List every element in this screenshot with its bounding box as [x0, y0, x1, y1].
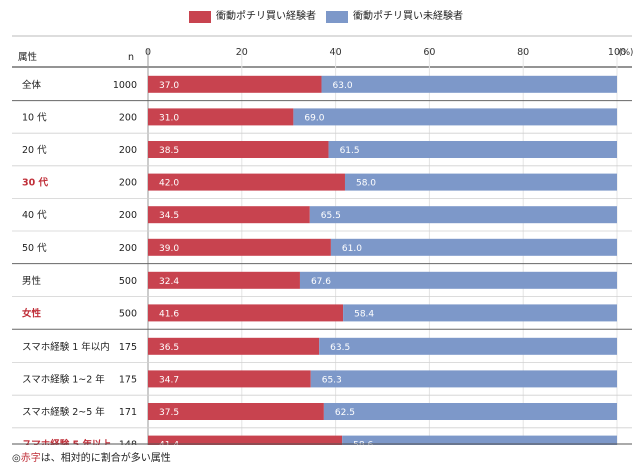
row-label: スマホ経験 2~5 年 — [22, 406, 105, 418]
legend-swatch-inexperienced — [326, 11, 348, 23]
data-label: 31.0 — [159, 113, 179, 123]
data-label: 62.5 — [335, 408, 355, 418]
bar-experienced — [148, 206, 310, 224]
bar-experienced — [148, 271, 300, 289]
bar-experienced — [148, 173, 345, 191]
row-label: 50 代 — [22, 243, 47, 254]
legend: 衝動ポチリ買い経験者 衝動ポチリ買い未経験者 — [0, 8, 640, 26]
data-label: 37.0 — [159, 81, 179, 91]
bar-inexperienced — [344, 173, 617, 191]
row-n: 500 — [119, 308, 137, 319]
bar-inexperienced — [319, 337, 617, 355]
data-label: 38.5 — [159, 146, 179, 156]
data-label: 36.5 — [159, 343, 179, 353]
bar-inexperienced — [330, 238, 617, 256]
bar-experienced — [148, 238, 331, 256]
data-label: 37.5 — [159, 408, 179, 418]
data-label: 32.4 — [159, 277, 179, 287]
x-tick-label: 100 — [608, 47, 626, 58]
data-label: 41.4 — [159, 441, 179, 445]
legend-label-inexperienced: 衝動ポチリ買い未経験者 — [353, 11, 463, 22]
data-label: 63.0 — [333, 81, 353, 91]
row-n: 200 — [119, 112, 137, 123]
row-label: 全体 — [22, 79, 42, 91]
bar-inexperienced — [342, 435, 617, 445]
row-label: 10 代 — [22, 112, 47, 123]
header-n: n — [128, 52, 134, 63]
bar-inexperienced — [323, 403, 617, 420]
row-n: 500 — [119, 276, 137, 287]
row-label: 女性 — [22, 307, 42, 319]
header-attribute: 属性 — [18, 51, 38, 63]
bar-inexperienced — [293, 108, 617, 126]
x-tick-label: 20 — [236, 47, 248, 58]
bar-experienced — [148, 337, 320, 355]
data-label: 34.7 — [159, 375, 179, 385]
row-label: 男性 — [22, 275, 42, 287]
data-label: 39.0 — [159, 244, 179, 254]
bar-inexperienced — [343, 304, 617, 322]
row-label: 20 代 — [22, 145, 47, 156]
x-tick-label: 60 — [423, 47, 435, 58]
row-n: 175 — [119, 342, 137, 353]
row-n: 171 — [119, 407, 137, 418]
data-label: 58.6 — [353, 441, 373, 445]
data-label: 63.5 — [330, 343, 350, 353]
data-label: 58.4 — [354, 309, 374, 319]
bar-experienced — [148, 304, 344, 322]
row-label: 40 代 — [22, 210, 47, 221]
data-label: 65.5 — [321, 211, 341, 221]
data-label: 67.6 — [311, 277, 331, 287]
bar-inexperienced — [309, 206, 617, 224]
bar-experienced — [148, 75, 322, 93]
bar-experienced — [148, 141, 329, 158]
data-label: 65.3 — [322, 375, 342, 385]
row-n: 175 — [119, 374, 137, 385]
data-label: 61.0 — [342, 244, 362, 254]
footnote: ◎赤字は、相対的に割合が多い属性 — [12, 449, 171, 464]
bar-inexperienced — [328, 141, 617, 158]
data-label: 69.0 — [304, 113, 324, 123]
row-n: 1000 — [113, 80, 137, 91]
bar-inexperienced — [299, 271, 617, 289]
footnote-text: は、相対的に割合が多い属性 — [40, 453, 171, 464]
row-n: 200 — [119, 243, 137, 254]
bar-inexperienced — [321, 75, 617, 93]
bar-inexperienced — [310, 370, 617, 388]
data-label: 41.6 — [159, 309, 179, 319]
bar-experienced — [148, 403, 324, 420]
bar-experienced — [148, 435, 343, 445]
data-label: 58.0 — [356, 179, 376, 189]
row-label: スマホ経験 1 年以内 — [22, 341, 110, 353]
x-tick-label: 80 — [517, 47, 529, 58]
row-n: 200 — [119, 210, 137, 221]
row-n: 148 — [119, 440, 137, 445]
footnote-prefix: ◎ — [12, 453, 21, 464]
footnote-highlight-word: 赤字 — [20, 453, 41, 464]
row-n: 200 — [119, 145, 137, 156]
legend-label-experienced: 衝動ポチリ買い経験者 — [216, 11, 316, 22]
data-label: 34.5 — [159, 211, 179, 221]
unit-label: (%) — [619, 48, 634, 58]
row-label: スマホ経験 5 年以上 — [22, 439, 111, 445]
row-label: スマホ経験 1~2 年 — [22, 373, 105, 385]
bar-experienced — [148, 108, 294, 126]
x-tick-label: 40 — [330, 47, 342, 58]
data-label: 42.0 — [159, 179, 179, 189]
bar-experienced — [148, 370, 311, 388]
row-n: 200 — [119, 178, 137, 189]
data-label: 61.5 — [340, 146, 360, 156]
legend-swatch-experienced — [189, 11, 211, 23]
row-label: 30 代 — [22, 177, 49, 189]
